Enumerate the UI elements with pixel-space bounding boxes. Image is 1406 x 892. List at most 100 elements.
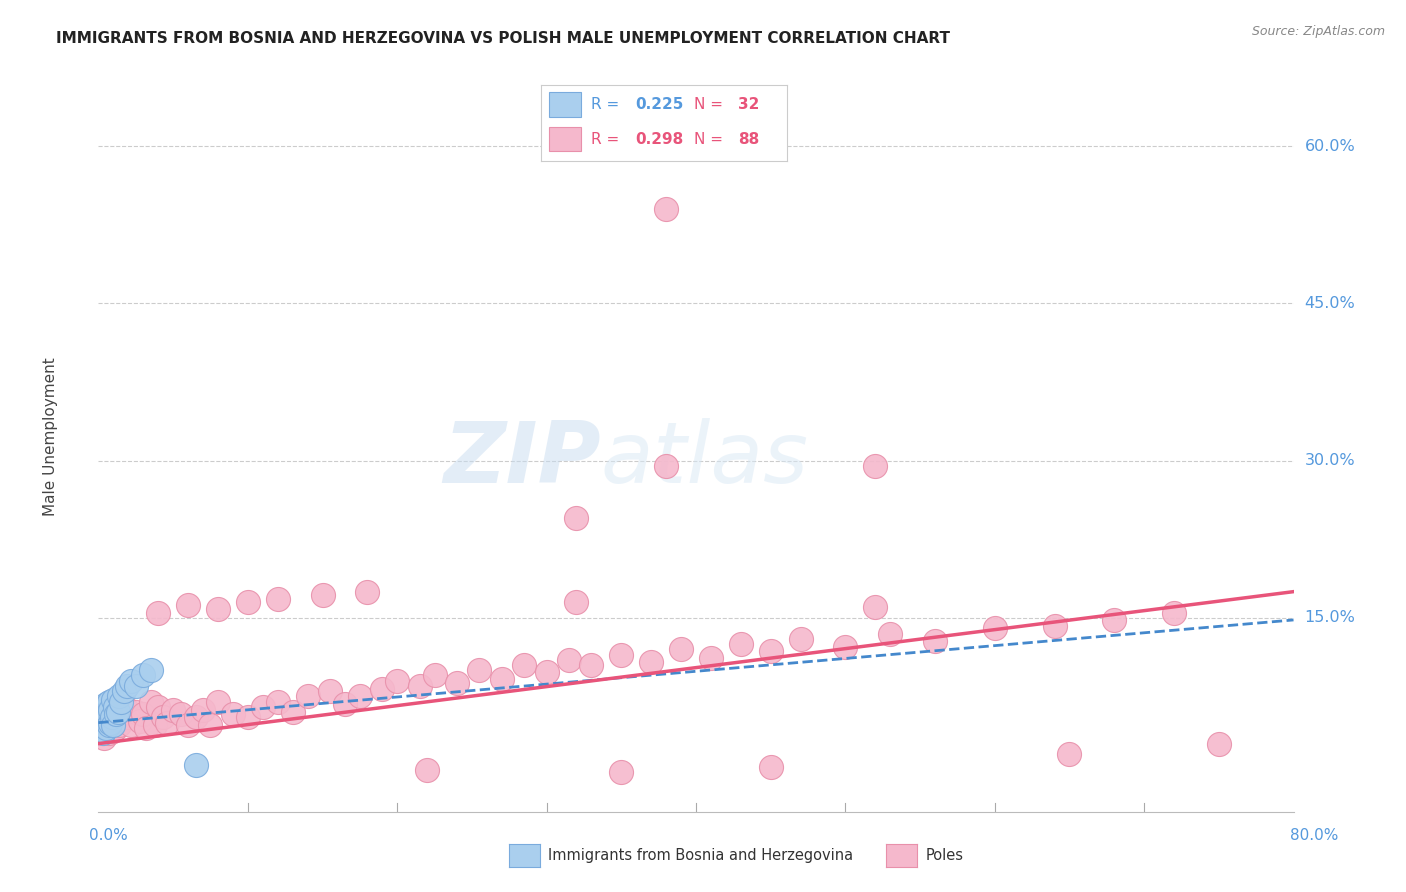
Point: [349, 690, 371, 704]
Point: [924, 634, 946, 648]
Text: N =: N =: [695, 97, 728, 112]
Point: [356, 584, 378, 599]
Point: [700, 650, 723, 665]
Point: [281, 705, 304, 719]
Point: [101, 710, 124, 724]
Text: atlas: atlas: [600, 418, 808, 501]
Point: [97, 717, 120, 731]
Point: [610, 648, 633, 662]
Point: [104, 700, 127, 714]
Point: [207, 695, 229, 709]
Point: [105, 721, 128, 735]
Point: [177, 599, 200, 613]
Text: 30.0%: 30.0%: [1305, 453, 1355, 468]
Point: [252, 700, 274, 714]
Point: [789, 632, 811, 646]
Point: [97, 695, 120, 709]
Text: Source: ZipAtlas.com: Source: ZipAtlas.com: [1251, 25, 1385, 38]
Text: 88: 88: [738, 132, 759, 147]
Point: [759, 759, 782, 773]
Text: 15.0%: 15.0%: [1305, 610, 1355, 625]
Point: [94, 721, 117, 735]
Point: [565, 595, 588, 609]
Point: [114, 700, 136, 714]
Point: [101, 710, 124, 724]
Point: [125, 679, 148, 693]
Point: [1043, 619, 1066, 633]
Point: [184, 710, 207, 724]
Point: [834, 640, 856, 655]
Text: R =: R =: [591, 97, 624, 112]
Point: [89, 705, 111, 719]
Point: [98, 717, 122, 731]
Point: [90, 710, 112, 724]
Point: [865, 600, 887, 615]
Point: [640, 655, 662, 669]
Point: [93, 731, 115, 746]
Point: [385, 673, 409, 688]
Point: [200, 717, 222, 731]
Text: 80.0%: 80.0%: [1291, 829, 1339, 843]
Text: Male Unemployment: Male Unemployment: [44, 358, 58, 516]
Point: [565, 511, 588, 525]
Point: [91, 715, 114, 730]
Point: [222, 707, 245, 722]
Point: [93, 707, 115, 722]
Point: [93, 710, 115, 724]
Point: [984, 621, 1007, 635]
Point: [267, 592, 290, 607]
Point: [865, 458, 887, 473]
Point: [91, 705, 114, 719]
Point: [120, 673, 142, 688]
Text: 45.0%: 45.0%: [1305, 296, 1355, 311]
Point: [125, 705, 148, 719]
Text: Immigrants from Bosnia and Herzegovina: Immigrants from Bosnia and Herzegovina: [548, 848, 853, 863]
Text: Poles: Poles: [925, 848, 963, 863]
Point: [491, 672, 513, 686]
Bar: [548, 93, 581, 117]
Point: [129, 714, 152, 728]
Point: [191, 703, 214, 717]
Point: [132, 707, 155, 722]
Point: [333, 697, 356, 711]
Point: [536, 665, 558, 680]
Point: [446, 675, 468, 690]
Point: [90, 715, 112, 730]
Point: [110, 705, 132, 719]
Point: [297, 690, 319, 704]
Point: [311, 588, 333, 602]
Point: [879, 626, 901, 640]
Point: [115, 679, 138, 693]
Point: [107, 714, 129, 728]
Point: [416, 763, 439, 777]
Point: [148, 700, 170, 714]
Point: [103, 717, 125, 731]
Point: [135, 721, 157, 735]
Point: [98, 703, 122, 717]
Point: [423, 668, 446, 682]
Point: [162, 703, 184, 717]
Point: [156, 715, 179, 730]
Text: 0.0%: 0.0%: [89, 829, 128, 843]
Point: [558, 653, 581, 667]
Point: [730, 637, 752, 651]
Point: [610, 764, 633, 779]
Point: [371, 682, 394, 697]
Point: [96, 705, 118, 719]
Text: 32: 32: [738, 97, 759, 112]
Point: [513, 658, 536, 673]
Point: [1163, 606, 1185, 620]
Point: [408, 679, 430, 693]
Point: [207, 602, 229, 616]
Point: [139, 663, 162, 677]
Point: [96, 714, 118, 728]
Point: [581, 658, 603, 673]
Point: [97, 703, 120, 717]
Point: [96, 710, 118, 724]
Point: [319, 684, 342, 698]
Point: [669, 642, 692, 657]
Point: [148, 606, 170, 620]
Point: [91, 726, 114, 740]
Text: R =: R =: [591, 132, 624, 147]
Bar: [548, 128, 581, 152]
